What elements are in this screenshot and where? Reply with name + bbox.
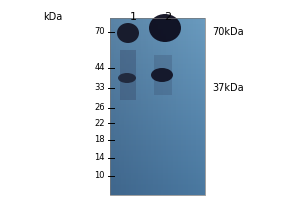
- Text: 2: 2: [164, 12, 172, 22]
- Bar: [120, 50, 136, 100]
- Text: 33: 33: [94, 84, 105, 92]
- Bar: [154, 55, 172, 95]
- Text: 14: 14: [94, 154, 105, 162]
- Text: 37kDa: 37kDa: [212, 83, 244, 93]
- Text: 26: 26: [94, 104, 105, 112]
- Text: 44: 44: [94, 64, 105, 72]
- Text: 70: 70: [94, 27, 105, 36]
- Text: 10: 10: [94, 171, 105, 180]
- Text: 22: 22: [94, 118, 105, 128]
- Text: 18: 18: [94, 136, 105, 144]
- Bar: [110, 18, 205, 195]
- Ellipse shape: [118, 73, 136, 83]
- Ellipse shape: [151, 68, 173, 82]
- Ellipse shape: [117, 23, 139, 43]
- Ellipse shape: [149, 14, 181, 42]
- Text: 70kDa: 70kDa: [212, 27, 244, 37]
- Text: kDa: kDa: [43, 12, 62, 22]
- Text: 1: 1: [130, 12, 136, 22]
